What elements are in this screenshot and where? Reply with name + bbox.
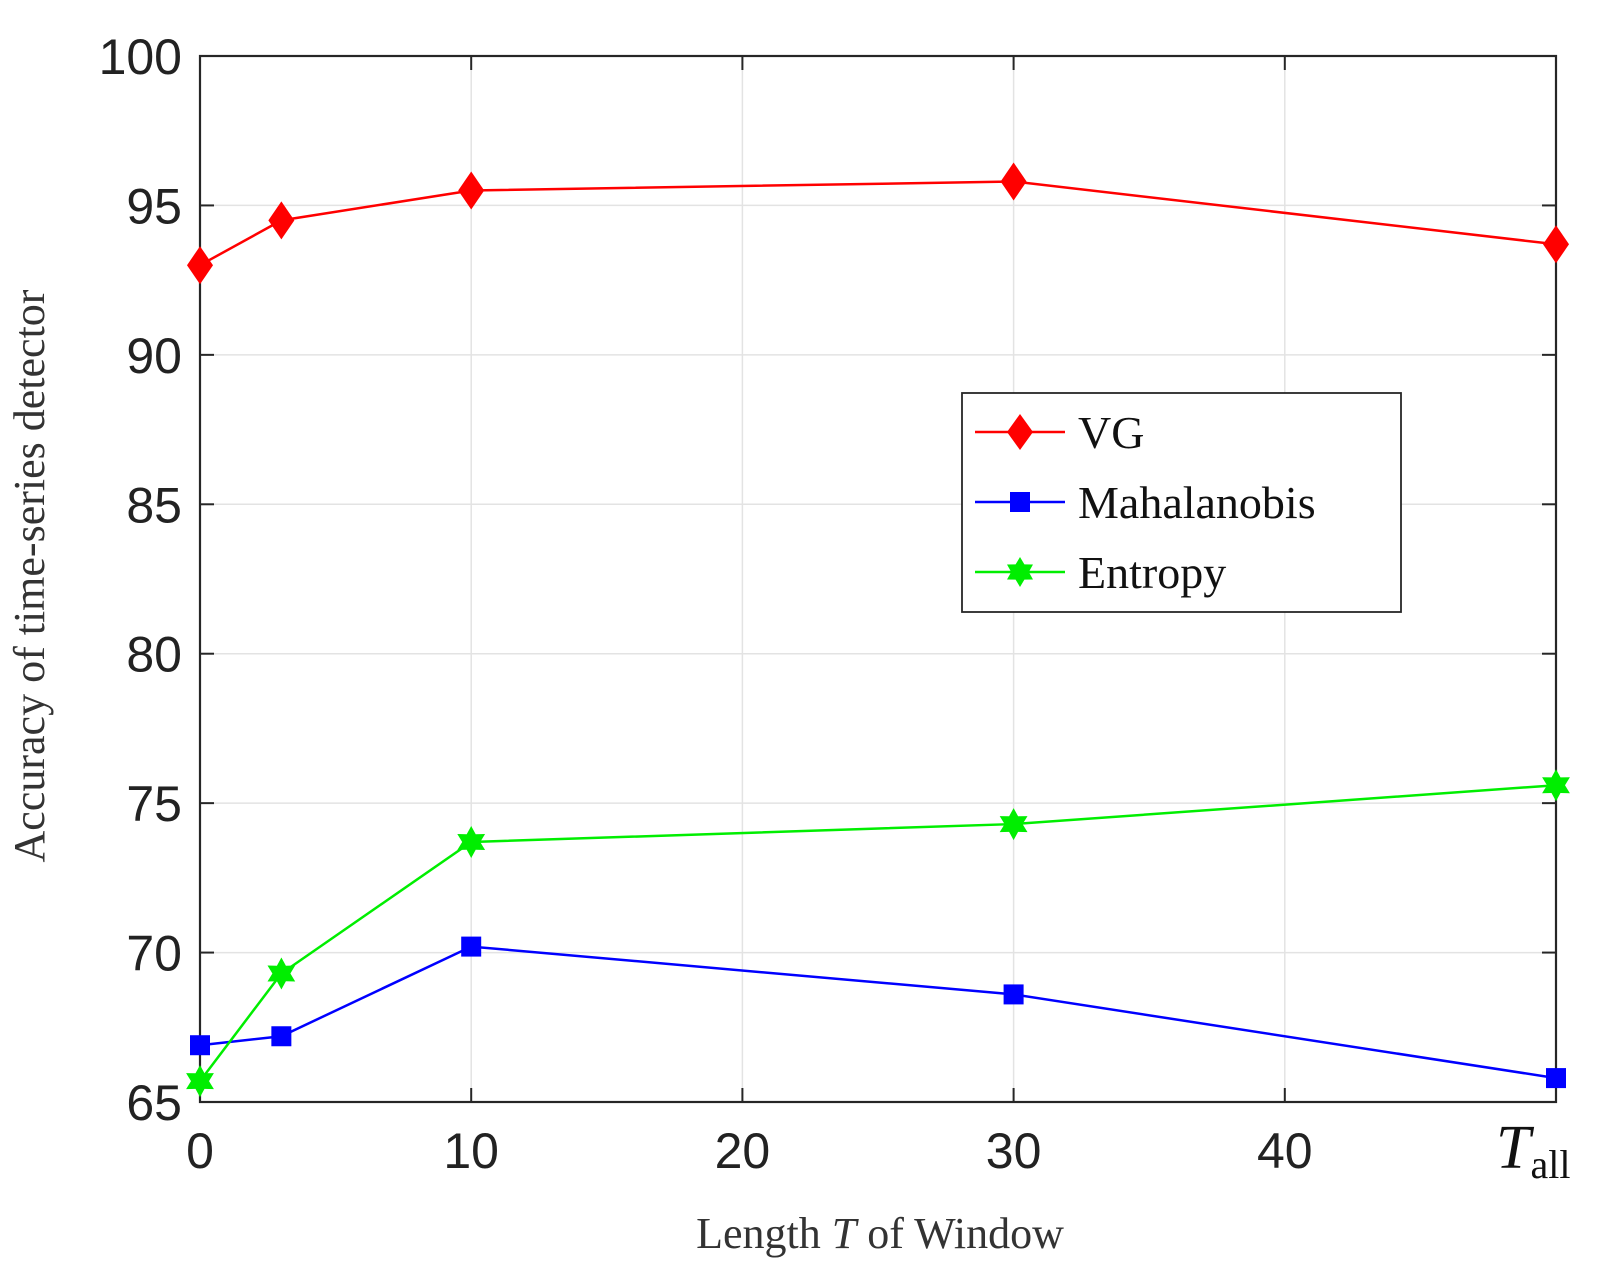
data-point-mahalanobis (271, 1026, 292, 1047)
data-point-mahalanobis (190, 1035, 210, 1056)
data-point-mahalanobis (1546, 1068, 1566, 1089)
data-point-mahalanobis (1003, 984, 1024, 1005)
data-point-entropy (1542, 769, 1570, 802)
legend-label-mahalanobis: Mahalanobis (1078, 477, 1316, 528)
y-tick-label: 65 (126, 1075, 182, 1131)
data-point-vg (268, 201, 295, 240)
y-tick-label: 95 (126, 178, 182, 234)
x-axis-title: Length T of Window (696, 1209, 1064, 1258)
y-axis-title: Accuracy of time-series detector (5, 289, 54, 862)
data-point-entropy (457, 826, 486, 858)
plot-area-frame (198, 54, 1558, 1104)
x-tick-label: 0 (186, 1123, 214, 1179)
data-point-vg (1000, 162, 1027, 201)
legend-label-vg: VG (1078, 407, 1144, 458)
x-tick-label: 40 (1257, 1123, 1313, 1179)
data-point-vg (187, 246, 213, 285)
data-point-mahalanobis (461, 936, 482, 957)
data-point-vg (1543, 225, 1569, 264)
legend-entry-entropy: Entropy (975, 547, 1226, 598)
legend-label-entropy: Entropy (1078, 547, 1226, 598)
data-point-entropy (186, 1065, 214, 1098)
axis-ticks: 65 70 75 80 85 90 95 100 0 10 20 30 40 Tall (99, 29, 1571, 1187)
legend-marker-vg (1007, 414, 1033, 450)
y-tick-label: 75 (126, 776, 182, 832)
series-vg (187, 162, 1569, 285)
legend-entry-vg: VG (975, 407, 1144, 458)
y-tick-label: 70 (126, 926, 182, 982)
y-tick-label: 85 (126, 477, 182, 533)
y-tick-label: 80 (126, 627, 182, 683)
y-tick-label: 90 (126, 328, 182, 384)
series-entropy (186, 769, 1570, 1098)
x-tick-label: 30 (986, 1123, 1042, 1179)
x-tick-label: 10 (443, 1123, 499, 1179)
series-group (186, 162, 1570, 1098)
legend-marker-mahalanobis (1010, 492, 1030, 512)
data-point-vg (458, 171, 485, 210)
legend: VG Mahalanobis Entropy (961, 392, 1402, 613)
data-point-entropy (267, 957, 296, 990)
y-tick-label: 100 (99, 29, 182, 85)
legend-entry-mahalanobis: Mahalanobis (975, 477, 1316, 528)
data-point-entropy (999, 808, 1028, 841)
series-mahalanobis (190, 936, 1566, 1089)
x-tick-label-t-all: Tall (1496, 1114, 1570, 1187)
legend-marker-entropy (1007, 557, 1033, 587)
x-tick-label: 20 (715, 1123, 771, 1179)
